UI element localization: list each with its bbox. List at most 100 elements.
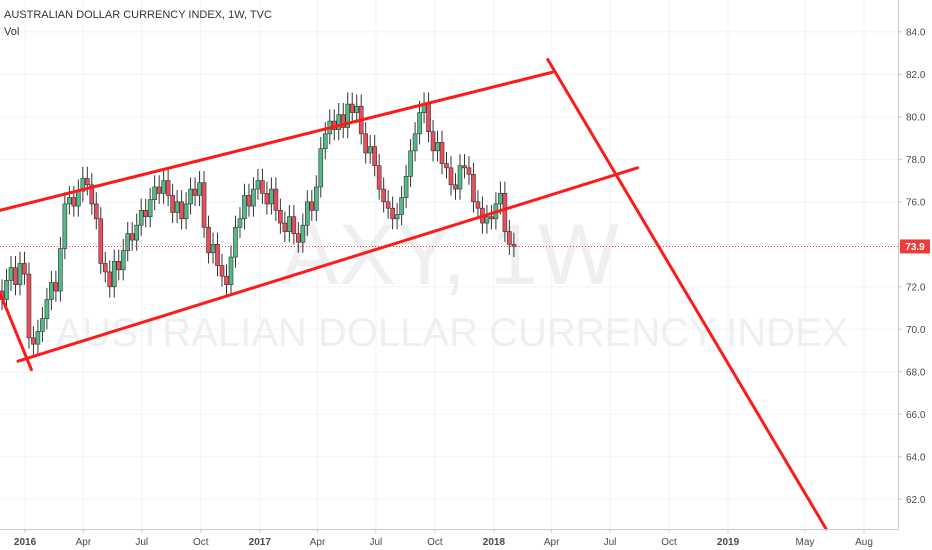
candle-body bbox=[107, 271, 113, 288]
price-tick-label: 66.0 bbox=[906, 410, 926, 421]
candle-body bbox=[224, 275, 229, 285]
candle-body bbox=[138, 210, 144, 226]
candle-body bbox=[22, 263, 27, 275]
candle-body bbox=[448, 167, 454, 186]
candle-body bbox=[125, 233, 131, 251]
candle-body bbox=[35, 331, 41, 345]
time-tick-label: May bbox=[796, 537, 815, 548]
candle-body bbox=[354, 105, 360, 113]
candles bbox=[0, 92, 517, 355]
candle-body bbox=[264, 193, 270, 205]
chart-title: AUSTRALIAN DOLLAR CURRENCY INDEX, 1W, TV… bbox=[4, 9, 272, 21]
candle-body bbox=[201, 182, 207, 228]
candle-body bbox=[13, 267, 18, 285]
candle-body bbox=[417, 112, 422, 135]
time-tick-label: Oct bbox=[427, 537, 443, 548]
candle-body bbox=[67, 197, 72, 205]
price-tick-label: 76.0 bbox=[906, 197, 926, 208]
candle-body bbox=[152, 186, 157, 201]
candle-body bbox=[161, 180, 166, 194]
candle-body bbox=[102, 263, 108, 273]
candle-body bbox=[444, 163, 449, 169]
candle-body bbox=[462, 165, 467, 169]
trendline bbox=[0, 291, 33, 372]
candle-body bbox=[44, 299, 50, 319]
time-tick-label: Apr bbox=[76, 537, 92, 548]
candle-body bbox=[197, 182, 202, 196]
candle-body bbox=[210, 244, 216, 254]
price-axis[interactable] bbox=[898, 0, 932, 550]
candle-body bbox=[4, 280, 9, 300]
candle-body bbox=[498, 193, 503, 205]
time-tick-label: 2018 bbox=[483, 537, 506, 548]
candle-body bbox=[502, 193, 508, 232]
price-tick-label: 68.0 bbox=[906, 367, 926, 378]
candle-body bbox=[260, 180, 265, 194]
candle-body bbox=[318, 148, 324, 188]
candle-body bbox=[58, 248, 63, 292]
candle-body bbox=[394, 214, 400, 220]
candle-body bbox=[215, 244, 220, 266]
candle-body bbox=[453, 184, 458, 190]
candle-body bbox=[457, 165, 463, 190]
price-tick-label: 82.0 bbox=[906, 70, 926, 81]
candle-body bbox=[174, 201, 180, 213]
candle-body bbox=[156, 186, 162, 194]
candle-body bbox=[8, 267, 14, 281]
price-tick-label: 72.0 bbox=[906, 282, 926, 293]
candle-body bbox=[363, 133, 368, 154]
candle-body bbox=[188, 188, 193, 205]
candle-body bbox=[439, 142, 445, 164]
candle-body bbox=[31, 337, 36, 345]
candle-body bbox=[62, 203, 68, 249]
candle-body bbox=[40, 318, 45, 332]
candle-body bbox=[287, 216, 292, 232]
candle-body bbox=[313, 186, 319, 211]
time-tick-label: Jul bbox=[135, 537, 148, 548]
price-tick-label: 62.0 bbox=[906, 495, 926, 506]
candle-body bbox=[26, 273, 32, 339]
candle-body bbox=[322, 133, 328, 150]
candle-body bbox=[273, 188, 279, 211]
candle-body bbox=[475, 201, 481, 209]
candle-body bbox=[291, 216, 297, 234]
candle-body bbox=[489, 216, 494, 220]
candle-body bbox=[98, 218, 104, 264]
watermark-symbol: AXY, 1W bbox=[281, 207, 619, 303]
candle-body bbox=[372, 146, 377, 167]
candle-body bbox=[183, 203, 189, 220]
watermark-name: AUSTRALIAN DOLLAR CURRENCY INDEX bbox=[56, 311, 849, 355]
candle-body bbox=[120, 250, 126, 271]
last-price-marker: 73.9 bbox=[900, 239, 930, 254]
candle-body bbox=[93, 203, 99, 220]
candle-body bbox=[129, 233, 135, 241]
candle-body bbox=[116, 261, 122, 271]
candle-body bbox=[89, 184, 95, 205]
candle-body bbox=[282, 222, 288, 232]
price-tick-label: 64.0 bbox=[906, 452, 926, 463]
candle-body bbox=[206, 227, 211, 254]
time-axis-ticks: 2016 Apr Jul Oct 2017 Apr Jul Oct 2018 Apr Jul Oct 2… bbox=[14, 529, 873, 548]
last-price-marker-label: 73.9 bbox=[905, 242, 925, 253]
candle-body bbox=[471, 173, 476, 203]
candle-body bbox=[403, 176, 409, 198]
candle-body bbox=[179, 201, 184, 220]
candle-body bbox=[71, 197, 77, 207]
candle-body bbox=[80, 178, 86, 192]
candle-body bbox=[430, 131, 436, 152]
candle-body bbox=[484, 216, 490, 224]
candle-body bbox=[340, 114, 346, 128]
candle-body bbox=[237, 218, 243, 228]
candle-body bbox=[76, 190, 81, 207]
price-tick-label: 70.0 bbox=[906, 325, 926, 336]
trendlines[interactable] bbox=[0, 57, 828, 531]
candle-body bbox=[143, 210, 148, 217]
candle-body bbox=[111, 261, 117, 288]
time-tick-label: Oct bbox=[661, 537, 677, 548]
candle-body bbox=[165, 180, 171, 196]
price-tick-label: 78.0 bbox=[906, 155, 926, 166]
price-tick-label: 80.0 bbox=[906, 112, 926, 123]
candle-body bbox=[376, 165, 382, 190]
time-tick-label: Aug bbox=[855, 537, 873, 548]
